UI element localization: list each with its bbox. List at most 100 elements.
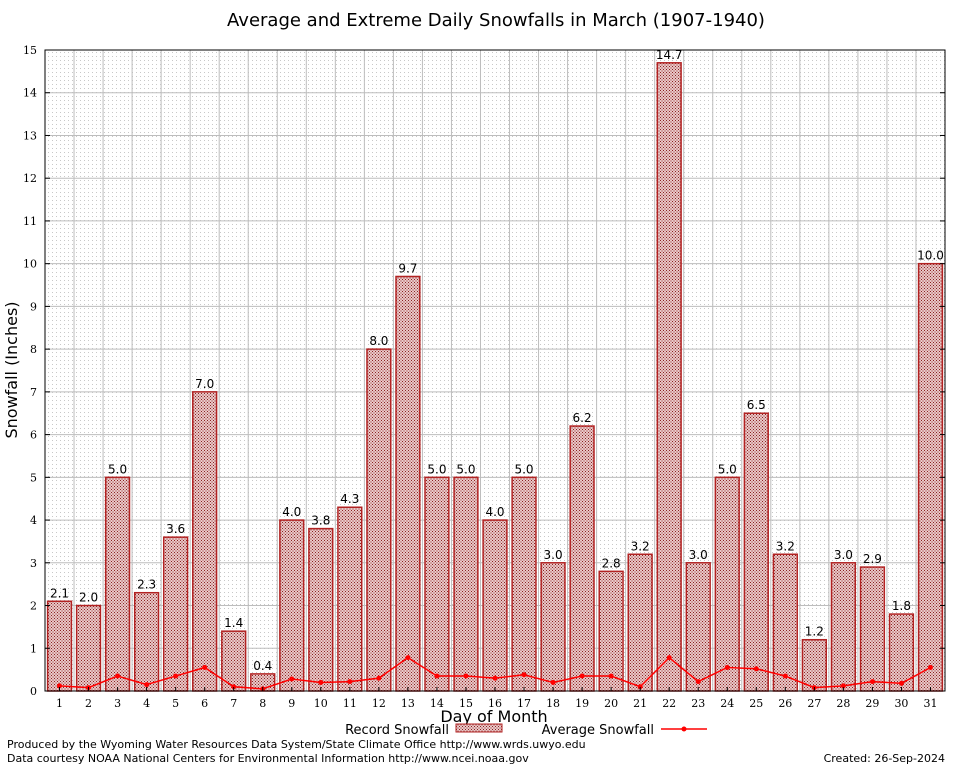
y-tick-label: 11 [23, 215, 37, 228]
average-point [608, 673, 614, 679]
record-bar [569, 425, 595, 692]
bar-value-label: 2.1 [50, 586, 69, 600]
x-tick-label: 7 [230, 697, 237, 710]
x-tick-label: 16 [488, 697, 502, 710]
record-bar [104, 476, 131, 692]
average-point [144, 682, 150, 688]
legend-record-swatch [455, 723, 503, 733]
record-bar [511, 476, 537, 692]
average-point [869, 679, 875, 685]
y-tick-label: 3 [30, 557, 37, 570]
footer-courtesy: Data courtesy NOAA National Centers for … [7, 752, 529, 765]
footer-created: Created: 26-Sep-2024 [824, 752, 945, 765]
x-tick-label: 2 [85, 697, 92, 710]
record-bar [453, 476, 479, 692]
x-tick-label: 5 [172, 697, 179, 710]
x-tick-label: 24 [720, 697, 734, 710]
x-tick-label: 28 [836, 697, 850, 710]
x-tick-label: 12 [372, 697, 386, 710]
x-tick-label: 6 [201, 697, 208, 710]
record-bar [279, 519, 305, 692]
bar-value-label: 2.0 [79, 591, 98, 605]
x-tick-label: 11 [343, 697, 357, 710]
x-tick-label: 14 [430, 697, 444, 710]
bar-value-label: 2.3 [137, 578, 156, 592]
x-tick-label: 4 [143, 697, 150, 710]
average-point [405, 655, 411, 661]
record-bar [192, 391, 218, 692]
average-point [898, 680, 904, 686]
x-tick-label: 3 [114, 697, 121, 710]
average-point [579, 673, 585, 679]
average-point [753, 666, 759, 672]
legend: Record Snowfall Average Snowfall [345, 723, 707, 738]
record-bar [859, 566, 886, 692]
x-tick-label: 1 [56, 697, 63, 710]
x-tick-label: 15 [459, 697, 473, 710]
average-snowfall-line [57, 655, 933, 692]
x-tick-label: 26 [778, 697, 792, 710]
record-bar [133, 591, 160, 692]
record-bar [75, 604, 102, 692]
bar-value-label: 5.0 [427, 462, 446, 476]
bar-value-label: 10.0 [917, 249, 944, 263]
bar-value-label: 5.0 [514, 462, 533, 476]
x-tick-label: 9 [288, 697, 295, 710]
bar-value-label: 3.0 [689, 548, 708, 562]
y-axis-label: Snowfall (Inches) [2, 301, 21, 438]
record-bar [424, 476, 450, 692]
record-bar [743, 412, 769, 692]
y-tick-label: 1 [30, 642, 37, 655]
bar-value-label: 2.8 [602, 556, 621, 570]
x-tick-label: 17 [517, 697, 531, 710]
bar-value-label: 3.2 [776, 539, 795, 553]
bar-value-label: 3.8 [311, 514, 330, 528]
bar-value-label: 1.4 [224, 616, 243, 630]
x-tick-label: 19 [575, 697, 589, 710]
record-bar [46, 600, 73, 692]
record-bar [366, 348, 392, 692]
record-bar [917, 262, 944, 692]
average-point [492, 675, 498, 681]
bar-value-label: 7.0 [195, 377, 214, 391]
record-bar [337, 506, 363, 692]
y-tick-label: 7 [30, 386, 37, 399]
x-tick-label: 30 [894, 697, 908, 710]
bar-value-label: 3.6 [166, 522, 185, 536]
record-bar [395, 275, 421, 692]
average-point [202, 664, 208, 670]
record-bar [162, 536, 189, 692]
x-tick-label: 10 [314, 697, 328, 710]
average-point [289, 676, 295, 682]
y-tick-label: 14 [23, 87, 37, 100]
record-bar [598, 570, 624, 692]
record-bar [308, 527, 334, 692]
y-tick-label: 12 [23, 172, 37, 185]
bar-value-label: 5.0 [718, 462, 737, 476]
average-point [463, 673, 469, 679]
average-point [666, 655, 672, 661]
average-point [927, 664, 933, 670]
x-tick-label: 27 [807, 697, 821, 710]
average-point [695, 679, 701, 685]
x-tick-label: 29 [865, 697, 879, 710]
bar-value-label: 4.0 [485, 505, 504, 519]
average-point [57, 683, 63, 689]
bar-value-label: 3.2 [631, 539, 650, 553]
average-point [318, 679, 324, 685]
average-point [347, 679, 353, 685]
x-tick-label: 20 [604, 697, 618, 710]
y-tick-label: 9 [30, 300, 37, 313]
x-tick-label: 13 [401, 697, 415, 710]
y-tick-label: 15 [23, 44, 37, 57]
x-axis-label: Day of Month [440, 707, 547, 726]
y-tick-label: 10 [23, 258, 37, 271]
bar-value-labels: 2.1 2.0 5.0 2.3 3.6 7.0 1.4 0.4 4.0 3.8 4.3 8.0 9.7 5… [50, 48, 944, 673]
record-bar [772, 553, 798, 692]
bar-value-label: 9.7 [398, 261, 417, 275]
average-point [637, 684, 643, 690]
y-tick-label: 13 [23, 129, 37, 142]
bar-value-label: 5.0 [108, 462, 127, 476]
